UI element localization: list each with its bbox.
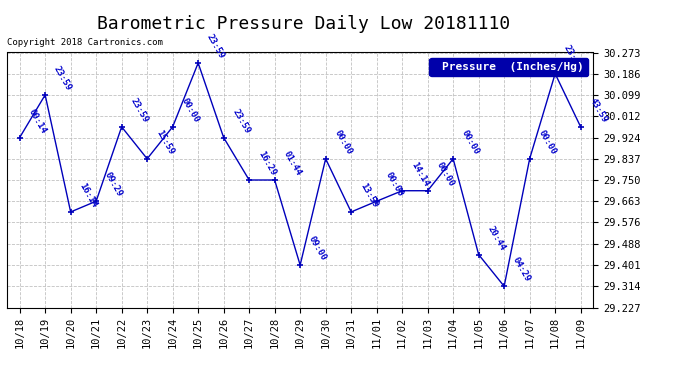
Text: 16:29: 16:29 xyxy=(256,150,277,177)
Text: 00:00: 00:00 xyxy=(537,128,558,156)
Text: 23:59: 23:59 xyxy=(128,96,150,124)
Text: 14:14: 14:14 xyxy=(409,160,431,188)
Text: 23:59: 23:59 xyxy=(230,107,252,135)
Text: 09:29: 09:29 xyxy=(103,171,124,198)
Text: 43:59: 43:59 xyxy=(588,96,609,124)
Text: 23:59: 23:59 xyxy=(205,32,226,60)
Text: 00:00: 00:00 xyxy=(460,128,482,156)
Text: Copyright 2018 Cartronics.com: Copyright 2018 Cartronics.com xyxy=(7,38,163,47)
Text: 00:00: 00:00 xyxy=(384,171,405,198)
Text: 00:00: 00:00 xyxy=(333,128,354,156)
Text: Barometric Pressure Daily Low 20181110: Barometric Pressure Daily Low 20181110 xyxy=(97,15,510,33)
Text: 23:59: 23:59 xyxy=(562,43,583,71)
Text: 00:00: 00:00 xyxy=(435,160,456,188)
Text: 15:59: 15:59 xyxy=(154,128,175,156)
Text: 16:14: 16:14 xyxy=(77,182,99,209)
Legend: Pressure  (Inches/Hg): Pressure (Inches/Hg) xyxy=(429,58,588,76)
Text: 00:14: 00:14 xyxy=(27,107,48,135)
Text: 20:44: 20:44 xyxy=(486,224,507,252)
Text: 04:29: 04:29 xyxy=(511,256,532,284)
Text: 00:00: 00:00 xyxy=(179,96,201,124)
Text: 09:00: 09:00 xyxy=(307,234,328,262)
Text: 13:59: 13:59 xyxy=(358,182,380,209)
Text: 01:44: 01:44 xyxy=(282,150,303,177)
Text: 23:59: 23:59 xyxy=(52,64,73,92)
